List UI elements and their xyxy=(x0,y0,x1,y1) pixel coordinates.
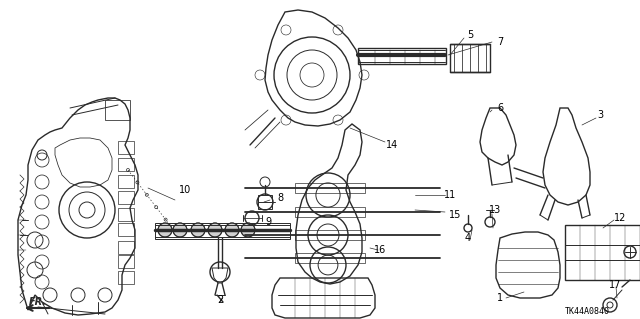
Bar xyxy=(118,223,134,236)
Text: 14: 14 xyxy=(386,140,398,150)
Bar xyxy=(258,195,272,209)
Text: 4: 4 xyxy=(465,233,471,243)
Text: 11: 11 xyxy=(444,190,456,200)
Bar xyxy=(118,141,134,154)
Bar xyxy=(105,100,130,120)
Text: 15: 15 xyxy=(449,210,461,220)
Bar xyxy=(118,255,134,268)
Circle shape xyxy=(241,223,255,237)
Bar xyxy=(118,208,134,221)
Text: 7: 7 xyxy=(497,37,503,47)
Bar xyxy=(118,241,134,254)
Bar xyxy=(295,230,365,240)
Bar xyxy=(118,191,134,204)
Text: 6: 6 xyxy=(497,103,503,113)
Circle shape xyxy=(158,223,172,237)
Text: TK44A0840: TK44A0840 xyxy=(565,308,610,316)
Text: 5: 5 xyxy=(467,30,473,40)
Bar xyxy=(118,175,134,188)
Text: 17: 17 xyxy=(609,280,621,290)
Text: 8: 8 xyxy=(277,193,283,203)
Circle shape xyxy=(225,223,239,237)
Bar xyxy=(295,207,365,217)
Text: 1: 1 xyxy=(497,293,503,303)
Circle shape xyxy=(173,223,187,237)
Text: 9: 9 xyxy=(265,217,271,227)
Text: 16: 16 xyxy=(374,245,386,255)
Circle shape xyxy=(191,223,205,237)
Text: 3: 3 xyxy=(597,110,603,120)
Circle shape xyxy=(208,223,222,237)
Bar xyxy=(118,271,134,284)
Text: 2: 2 xyxy=(217,295,223,305)
Bar xyxy=(295,183,365,193)
Bar xyxy=(118,158,134,171)
Bar xyxy=(358,48,446,64)
Bar xyxy=(155,223,290,239)
Bar xyxy=(295,253,365,263)
Text: 10: 10 xyxy=(179,185,191,195)
Text: FR.: FR. xyxy=(29,297,47,307)
Text: 12: 12 xyxy=(614,213,626,223)
Bar xyxy=(565,225,640,280)
Text: 13: 13 xyxy=(489,205,501,215)
Bar xyxy=(450,44,490,72)
